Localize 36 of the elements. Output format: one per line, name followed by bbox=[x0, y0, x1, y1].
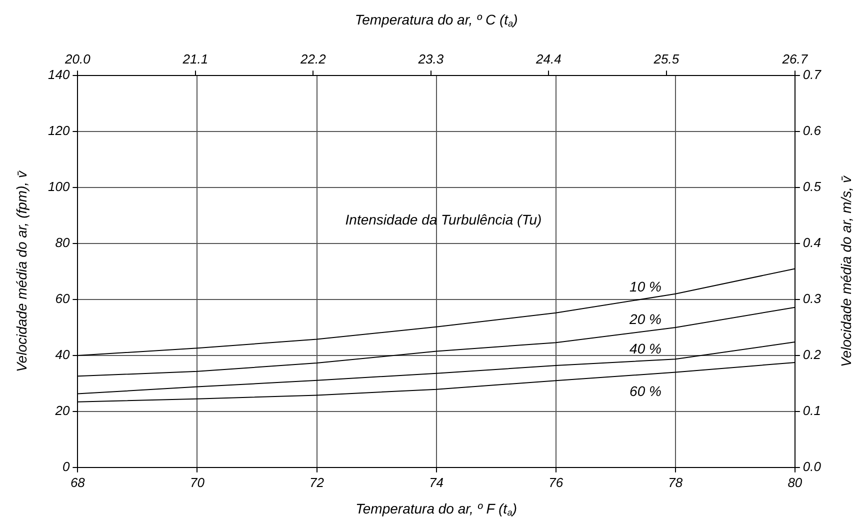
series-label: 40 % bbox=[630, 340, 662, 357]
y2-tick-label: 0.5 bbox=[802, 179, 822, 194]
y2-tick-label: 0.7 bbox=[802, 67, 822, 82]
x2-tick-label: 20.0 bbox=[64, 51, 92, 66]
y-tick-label: 20 bbox=[54, 403, 70, 418]
y-tick-label: 100 bbox=[48, 179, 70, 194]
y2-tick-label: 0.4 bbox=[802, 235, 822, 250]
series-label: 10 % bbox=[630, 278, 662, 295]
y-tick-label: 0 bbox=[62, 459, 70, 474]
x-tick-label: 74 bbox=[429, 474, 444, 490]
y-tick-label: 60 bbox=[55, 291, 70, 306]
y2-tick-label: 0.3 bbox=[802, 291, 822, 306]
x2-tick-label: 26.7 bbox=[781, 51, 808, 66]
x2-tick-label: 25.5 bbox=[652, 51, 680, 66]
x-tick-label: 70 bbox=[190, 474, 206, 490]
series-label: 20 % bbox=[628, 311, 662, 328]
x2-tick-label: 22.2 bbox=[300, 51, 327, 66]
y2-tick-label: 0.6 bbox=[802, 123, 822, 138]
x2-tick-label: 23.3 bbox=[417, 51, 444, 66]
x2-tick-label: 24.4 bbox=[535, 51, 562, 66]
y-tick-label: 80 bbox=[55, 235, 70, 250]
x-tick-label: 68 bbox=[70, 474, 86, 490]
y2-tick-label: 0.2 bbox=[802, 347, 822, 362]
x-tick-label: 76 bbox=[548, 474, 564, 490]
y-axis-title: Velocidade média do ar, (fpm), v̄ bbox=[14, 170, 30, 372]
x-tick-label: 80 bbox=[788, 474, 803, 490]
x-tick-label: 78 bbox=[668, 474, 684, 490]
y-tick-label: 140 bbox=[48, 67, 70, 82]
y-tick-label: 40 bbox=[55, 347, 70, 362]
series-label: 60 % bbox=[630, 383, 662, 400]
x2-tick-label: 21.1 bbox=[182, 51, 208, 66]
x-tick-label: 72 bbox=[310, 474, 325, 490]
y-tick-label: 120 bbox=[48, 123, 70, 138]
y2-tick-label: 0.0 bbox=[802, 459, 822, 474]
y2-tick-label: 0.1 bbox=[802, 403, 822, 418]
y2-axis-title: Velocidade média do ar, m/s, v̄ bbox=[838, 175, 854, 367]
